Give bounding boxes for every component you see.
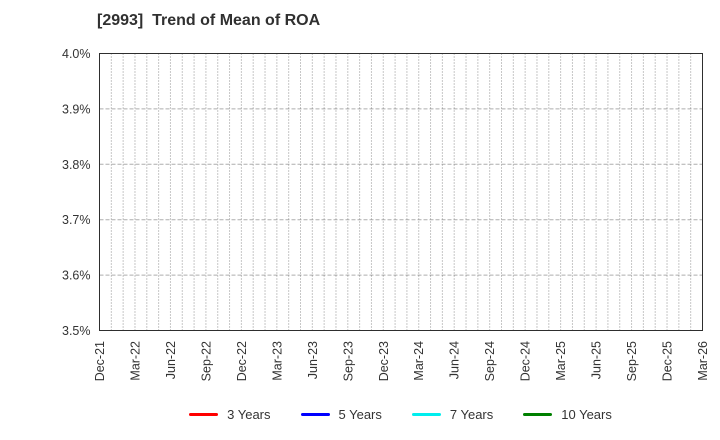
x-tick-label: Dec-23 [377, 341, 391, 381]
legend-line-7-years-icon [411, 412, 441, 416]
legend-line-5-years-icon [300, 412, 330, 416]
plot-border [99, 53, 703, 331]
x-tick-label: Mar-22 [128, 341, 142, 381]
legend: 3 Years 5 Years 7 Years 10 Years [99, 403, 702, 425]
x-tick-label: Mar-26 [696, 341, 710, 381]
x-tick-label: Dec-21 [93, 341, 107, 381]
x-tick-label: Mar-25 [554, 341, 568, 381]
x-tick-label: Jun-23 [306, 341, 320, 379]
legend-item-5-years: 5 Years [300, 406, 382, 422]
legend-item-7-years: 7 Years [411, 406, 494, 422]
chart-title: [2993] Trend of Mean of ROA [97, 12, 321, 29]
x-tick-label: Dec-25 [661, 341, 675, 381]
plot-area: 3.5% 3.6% 3.7% 3.8% 3.9% 4.0% Dec-21 Mar-22 Jun-… [62, 47, 710, 381]
legend-item-10-years: 10 Years [523, 407, 612, 422]
legend-label-3-years: 3 Years [227, 406, 271, 422]
y-tick-label: 3.8% [62, 158, 91, 172]
x-tick-label: Sep-22 [199, 341, 213, 381]
legend-line-3-years-icon [189, 412, 219, 416]
y-tick-label: 4.0% [62, 47, 91, 61]
legend-line-10-years-icon [523, 412, 553, 416]
y-tick-label: 3.9% [62, 102, 91, 116]
x-tick-label: Sep-24 [483, 341, 497, 381]
legend-label-7-years: 7 Years [449, 406, 494, 422]
y-tick-label: 3.7% [62, 213, 91, 227]
x-tick-label: Dec-22 [235, 341, 249, 381]
x-tick-label: Mar-23 [270, 341, 284, 381]
x-tick-label: Jun-22 [164, 341, 178, 379]
y-tick-label: 3.5% [62, 324, 91, 338]
x-tick-label: Jun-25 [590, 341, 604, 379]
x-tick-label: Dec-24 [519, 341, 533, 381]
y-tick-label: 3.6% [62, 269, 91, 283]
x-tick-label: Jun-24 [448, 341, 462, 379]
legend-label-10-years: 10 Years [561, 406, 612, 422]
legend-item-3-years: 3 Years [189, 406, 271, 422]
x-tick-label: Mar-24 [412, 341, 426, 381]
x-tick-label: Sep-25 [625, 341, 639, 381]
legend-label-5-years: 5 Years [338, 406, 382, 422]
x-tick-label: Sep-23 [341, 341, 355, 381]
